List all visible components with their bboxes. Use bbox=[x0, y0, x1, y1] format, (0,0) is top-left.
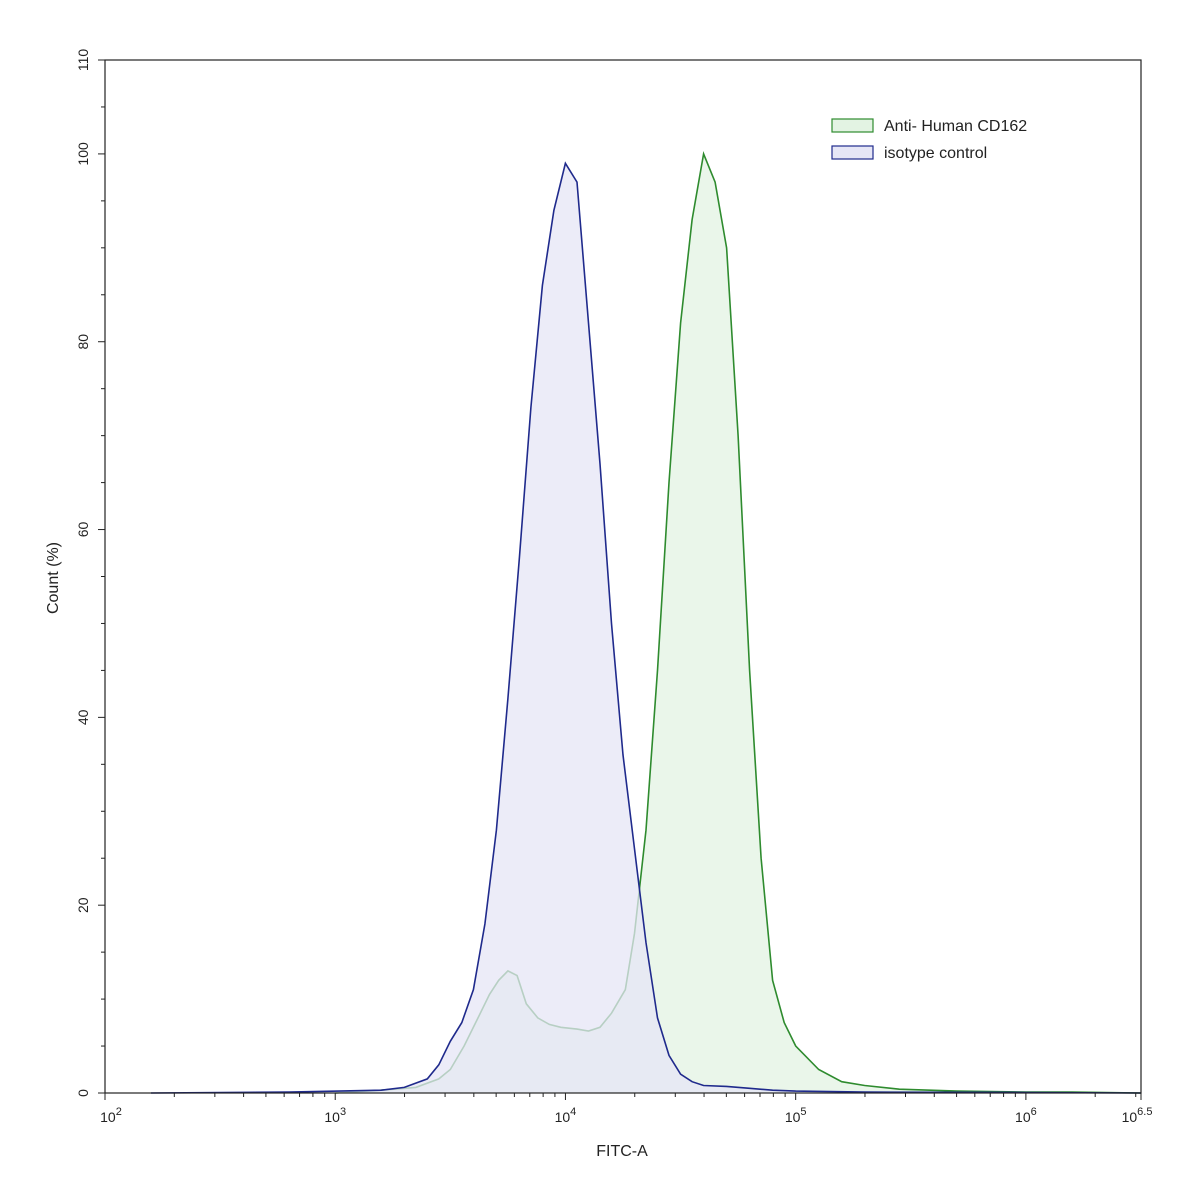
x-tick-label: 103 bbox=[324, 1106, 346, 1125]
series-area-1 bbox=[335, 153, 1141, 1093]
y-tick-label: 60 bbox=[75, 522, 91, 538]
legend-label-1: Anti- Human CD162 bbox=[884, 118, 1027, 135]
x-tick-label: 102 bbox=[100, 1106, 122, 1125]
y-tick-label: 100 bbox=[75, 142, 91, 166]
y-axis: 0 20 40 60 80 100 110 bbox=[75, 49, 105, 1097]
y-tick-label: 110 bbox=[75, 49, 91, 72]
x-tick-label: 105 bbox=[785, 1106, 807, 1125]
y-tick-label: 20 bbox=[75, 897, 91, 913]
x-tick-label: 106.5 bbox=[1122, 1106, 1153, 1125]
legend-swatch-2 bbox=[831, 145, 874, 160]
plot-area: 102 103 104 105 106 106.5 0 20 40 60 80 100 110 bbox=[75, 49, 1152, 1125]
series-layer bbox=[150, 151, 1142, 1094]
series-line-2 bbox=[150, 161, 1142, 1094]
y-axis-title: Count (%) bbox=[45, 542, 62, 614]
x-axis: 102 103 104 105 106 106.5 bbox=[100, 1093, 1152, 1125]
x-axis-title: FITC-A bbox=[596, 1143, 648, 1160]
series-area-2 bbox=[151, 163, 1141, 1094]
y-tick-label: 40 bbox=[75, 709, 91, 725]
legend: Anti- Human CD162 isotype control bbox=[831, 118, 1027, 162]
legend-swatch-1 bbox=[831, 118, 874, 133]
y-tick-label: 0 bbox=[75, 1089, 91, 1097]
y-tick-label: 80 bbox=[75, 334, 91, 350]
x-tick-label: 106 bbox=[1015, 1106, 1037, 1125]
legend-label-2: isotype control bbox=[884, 145, 987, 162]
x-tick-label: 104 bbox=[555, 1106, 577, 1125]
